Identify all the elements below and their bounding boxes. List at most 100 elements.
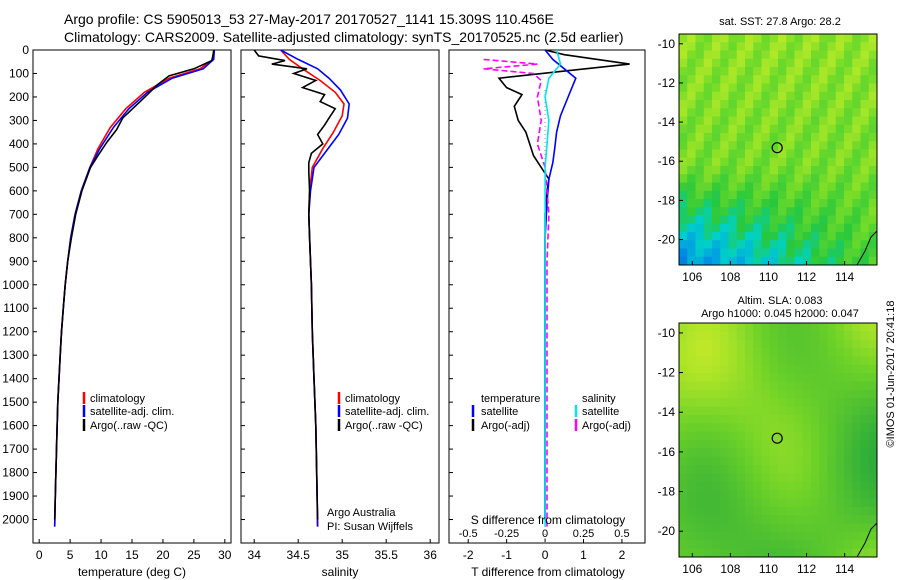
- map-cell: [745, 256, 754, 266]
- map-cell: [769, 364, 779, 374]
- map-cell: [728, 331, 738, 341]
- map-cell: [745, 166, 754, 175]
- map-cell: [835, 490, 845, 499]
- map-cell: [827, 108, 837, 117]
- map-cell: [844, 348, 853, 357]
- map-cell: [695, 157, 705, 167]
- map-cell: [761, 166, 771, 175]
- map-cell: [720, 199, 729, 208]
- map-cell: [835, 207, 845, 216]
- map-cell: [736, 248, 746, 258]
- map-cell: [819, 473, 828, 483]
- map-cell: [819, 232, 828, 241]
- map-cell: [811, 149, 820, 159]
- map-cell: [679, 157, 688, 167]
- map-cell: [695, 323, 705, 332]
- map-cell: [703, 91, 713, 101]
- map-cell: [786, 423, 795, 433]
- map-cell: [769, 331, 779, 341]
- map-cell: [679, 473, 688, 483]
- map-cell: [703, 34, 713, 43]
- map-cell: [687, 356, 696, 366]
- map-cell: [786, 42, 795, 51]
- map-cell: [736, 223, 746, 233]
- map-cell: [794, 506, 804, 516]
- map-cell: [745, 515, 754, 524]
- temperature-xlabel: temperature (deg C): [78, 565, 186, 579]
- map-cell: [811, 116, 820, 126]
- map-cell: [703, 67, 713, 76]
- map-cell: [835, 124, 845, 134]
- map-cell: [778, 481, 787, 491]
- map-cell: [794, 91, 804, 101]
- map-cell: [753, 490, 762, 499]
- map-cell: [819, 364, 828, 374]
- map-cell: [835, 406, 845, 416]
- map-cell: [736, 141, 746, 150]
- map-cell: [827, 531, 837, 541]
- map-cell: [868, 389, 878, 399]
- map-cell: [868, 490, 878, 499]
- map-cell: [728, 423, 738, 433]
- map-cell: [720, 75, 729, 84]
- map-cell: [860, 465, 870, 474]
- map-cell: [745, 406, 754, 416]
- map-cell: [679, 182, 688, 192]
- map-cell: [786, 506, 795, 516]
- map-cell: [728, 540, 738, 550]
- map-cell: [745, 465, 754, 474]
- map-cell: [769, 490, 779, 499]
- map-cell: [802, 406, 812, 416]
- map-cell: [802, 157, 812, 167]
- map-cell: [720, 157, 729, 167]
- map-cell: [844, 389, 853, 399]
- map-cell: [794, 223, 804, 233]
- map-cell: [786, 58, 795, 68]
- map-cell: [852, 348, 861, 357]
- map-cell: [827, 124, 837, 134]
- map-cell: [794, 398, 804, 407]
- x-tick-label: 30: [218, 548, 232, 562]
- map-cell: [778, 108, 787, 117]
- map-cell: [736, 339, 746, 349]
- map-cell: [802, 75, 812, 84]
- y-tick-label: 0: [22, 43, 29, 57]
- map-cell: [695, 498, 705, 508]
- map-cell: [786, 389, 795, 399]
- map-cell: [819, 256, 828, 266]
- map-cell: [720, 190, 729, 200]
- map-cell: [753, 339, 762, 349]
- map-cell: [811, 373, 820, 382]
- sst-map-axis-ticks: 106 108 110 112 114 -10 -12 -14 -16 -18 -20: [658, 37, 855, 284]
- map-cell: [835, 116, 845, 126]
- map-cell: [769, 473, 779, 483]
- map-cell: [679, 373, 688, 382]
- map-cell: [769, 456, 779, 466]
- map-cell: [687, 456, 696, 466]
- map-cell: [769, 157, 779, 167]
- top-x-tick-label: -0.5: [459, 528, 478, 540]
- map-cell: [720, 414, 729, 424]
- map-cell: [769, 381, 779, 391]
- map-cell: [728, 414, 738, 424]
- map-cell: [695, 75, 705, 84]
- map-cell: [819, 356, 828, 366]
- map-cell: [794, 149, 804, 159]
- map-cell: [844, 364, 853, 374]
- map-cell: [844, 42, 853, 51]
- y-tick-label: 1600: [2, 419, 29, 433]
- map-cell: [728, 182, 738, 192]
- map-cell: [720, 348, 729, 357]
- map-cell: [868, 34, 878, 43]
- map-cell: [769, 506, 779, 516]
- map-cell: [679, 240, 688, 249]
- map-cell: [811, 548, 820, 558]
- map-cell: [802, 240, 812, 249]
- map-cell: [720, 498, 729, 508]
- temperature-axis-ticks: 0 5 10 15 20 25 300100200300400500600700800900…: [2, 43, 232, 562]
- map-cell: [794, 42, 804, 51]
- map-cell: [736, 149, 746, 159]
- map-cell: [794, 133, 804, 142]
- map-cell: [728, 240, 738, 249]
- map-cell: [794, 240, 804, 249]
